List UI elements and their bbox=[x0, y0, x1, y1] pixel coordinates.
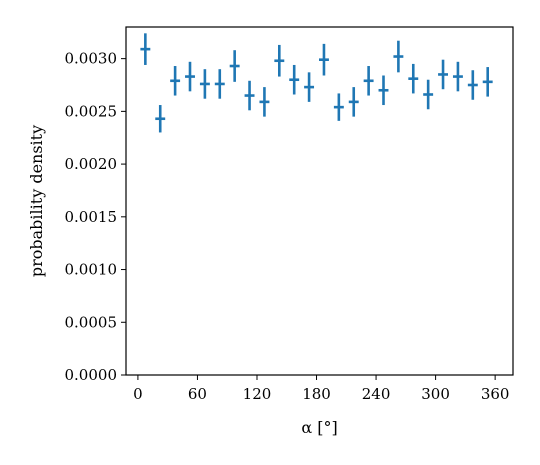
y-tick-label: 0.0020 bbox=[65, 155, 118, 173]
data-point bbox=[393, 40, 404, 73]
data-marks bbox=[140, 33, 493, 133]
y-tick-label: 0.0030 bbox=[65, 50, 118, 68]
plot-frame bbox=[125, 26, 514, 376]
data-point bbox=[482, 67, 493, 97]
data-point bbox=[319, 43, 329, 76]
x-tick-label: 180 bbox=[302, 385, 331, 403]
data-point bbox=[423, 79, 434, 110]
x-tick-label: 240 bbox=[362, 385, 391, 403]
data-point bbox=[438, 59, 449, 90]
data-point bbox=[304, 72, 315, 102]
data-point bbox=[259, 87, 270, 117]
data-point bbox=[378, 75, 389, 106]
data-point bbox=[467, 70, 478, 100]
axis-ticks: 0 60 120 180 240 300 360 0.0000 0.0005 0.0010 0.00… bbox=[65, 50, 510, 403]
data-point bbox=[140, 33, 151, 65]
data-point bbox=[155, 105, 166, 133]
x-tick-label: 300 bbox=[421, 385, 450, 403]
x-axis-label: α [°] bbox=[301, 418, 337, 437]
data-point bbox=[199, 69, 210, 99]
data-point bbox=[244, 80, 255, 111]
y-tick-label: 0.0005 bbox=[65, 313, 118, 331]
x-tick-label: 120 bbox=[243, 385, 272, 403]
data-point bbox=[229, 50, 240, 82]
y-tick-label: 0.0010 bbox=[65, 261, 118, 279]
data-point bbox=[170, 66, 181, 96]
y-tick-label: 0.0025 bbox=[65, 102, 118, 120]
data-point bbox=[214, 69, 225, 99]
y-tick-label: 0.0015 bbox=[65, 208, 118, 226]
x-tick-label: 0 bbox=[133, 385, 143, 403]
x-tick-label: 360 bbox=[481, 385, 510, 403]
data-point bbox=[274, 44, 285, 77]
data-point bbox=[289, 64, 300, 95]
y-axis-label: probability density bbox=[27, 125, 46, 277]
data-point bbox=[363, 66, 374, 96]
data-point bbox=[348, 87, 359, 117]
data-point bbox=[408, 63, 419, 94]
data-point bbox=[452, 61, 463, 92]
x-tick-label: 60 bbox=[188, 385, 207, 403]
data-point bbox=[333, 93, 344, 121]
data-point bbox=[185, 61, 195, 92]
y-tick-label: 0.0000 bbox=[65, 366, 118, 384]
